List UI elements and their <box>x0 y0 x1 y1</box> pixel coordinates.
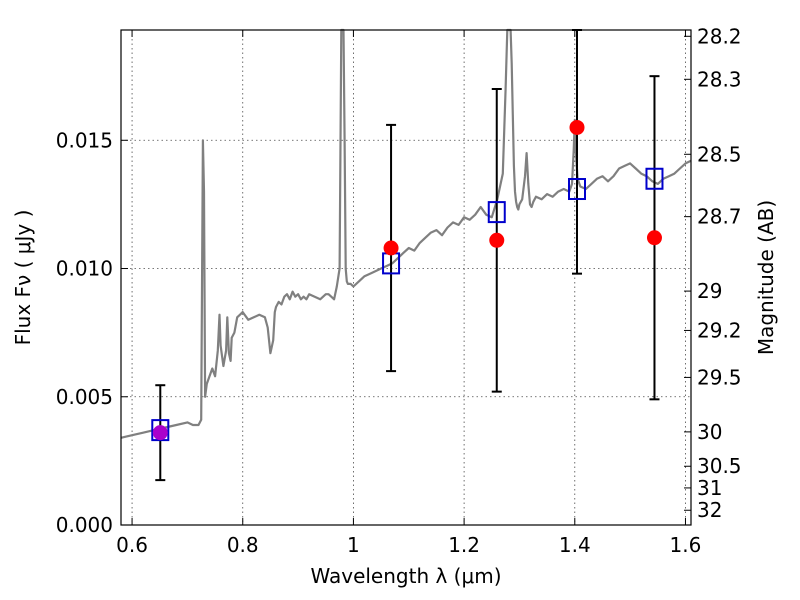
x-tick-label: 1.2 <box>448 533 480 557</box>
right-axis-label: Magnitude (AB) <box>754 200 778 355</box>
right-tick-label: 32 <box>697 498 722 522</box>
right-tick-label: 29 <box>697 279 722 303</box>
synthetic-photometry-layer <box>151 167 664 442</box>
observed-photometry-layer <box>152 119 662 441</box>
x-axis-ticks: 0.6 0.8 1 1.2 1.4 1.6 <box>116 30 701 557</box>
x-tick-label: 1 <box>347 533 360 557</box>
observed-point <box>489 232 505 248</box>
x-axis-label: Wavelength λ (μm) <box>310 564 501 588</box>
synthetic-point <box>568 178 586 201</box>
observed-point <box>383 240 399 256</box>
model-spectrum-line <box>120 28 692 439</box>
right-tick-label: 28.3 <box>697 67 742 91</box>
right-tick-label: 30.5 <box>697 454 742 478</box>
y-tick-label: 0.005 <box>56 385 113 409</box>
x-tick-label: 0.8 <box>227 533 259 557</box>
y-axis-label: Flux Fν ( μJy ) <box>11 210 35 346</box>
errorbar-layer <box>155 29 660 482</box>
x-tick-label: 0.6 <box>116 533 148 557</box>
right-tick-label: 28.2 <box>697 24 742 48</box>
observed-point <box>646 230 662 246</box>
y-tick-label: 0.010 <box>56 257 113 281</box>
model-spectrum-layer <box>120 28 692 439</box>
right-tick-label: 29.5 <box>697 365 742 389</box>
grid <box>121 30 691 525</box>
observed-point <box>152 425 168 441</box>
right-tick-label: 29.2 <box>697 318 742 342</box>
x-tick-label: 1.4 <box>559 533 591 557</box>
right-tick-label: 28.5 <box>697 142 742 166</box>
right-tick-label: 30 <box>697 420 722 444</box>
y-tick-label: 0.000 <box>56 513 113 537</box>
plot-frame <box>120 29 692 526</box>
observed-point <box>569 119 585 135</box>
synthetic-point <box>487 201 506 224</box>
right-tick-label: 28.7 <box>697 205 742 229</box>
x-tick-label: 1.6 <box>670 533 702 557</box>
y-tick-label: 0.015 <box>56 128 113 152</box>
synthetic-point <box>645 167 664 190</box>
y-axis-ticks: 0.000 0.005 0.010 0.015 <box>56 128 128 537</box>
right-tick-label: 31 <box>697 476 722 500</box>
